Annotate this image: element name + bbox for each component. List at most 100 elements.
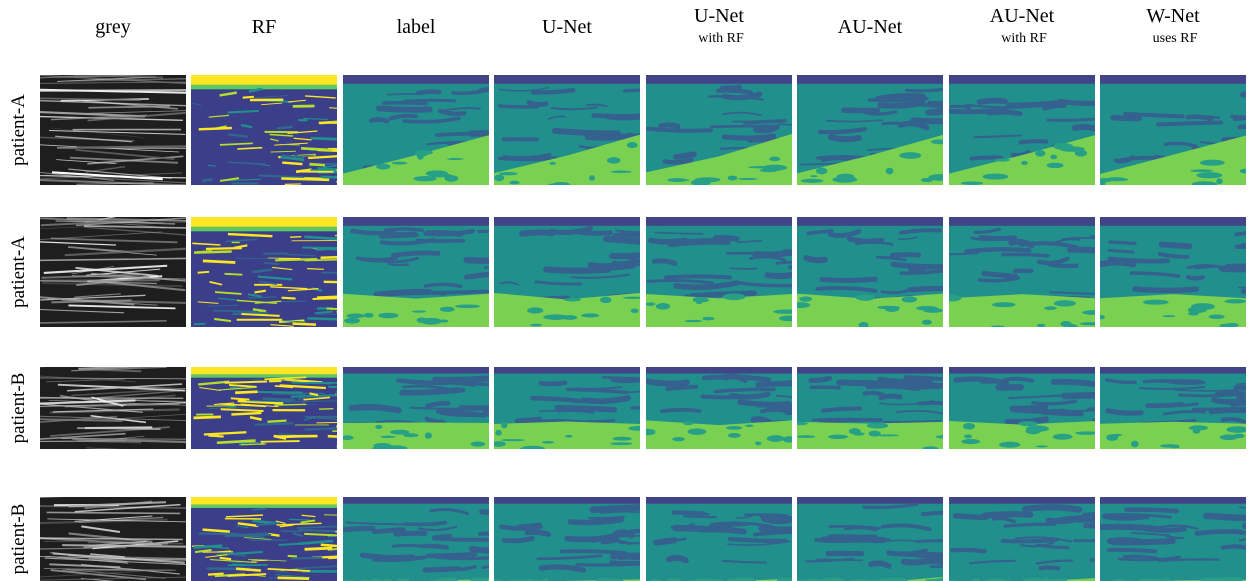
- seg-blob: [565, 435, 572, 438]
- seg-streak: [984, 274, 1015, 277]
- column-title: AU-Net: [838, 16, 903, 38]
- rf-streak: [202, 179, 212, 180]
- seg-blob: [684, 320, 702, 322]
- seg-streak: [722, 87, 739, 88]
- rf-streak: [293, 324, 316, 325]
- seg-blob: [520, 446, 545, 453]
- rf-streak: [282, 163, 302, 165]
- seg-streak: [428, 554, 475, 556]
- seg-streak: [676, 154, 694, 157]
- seg-streak: [868, 386, 918, 389]
- seg-streak: [684, 516, 716, 517]
- seg-streak: [666, 276, 730, 277]
- seg-top: [343, 367, 489, 374]
- rf-streak: [197, 251, 212, 253]
- seg-streak: [616, 533, 632, 536]
- row-label: patient-A: [8, 94, 29, 166]
- seg-blob: [885, 307, 899, 312]
- image-cell: [1098, 217, 1250, 328]
- rf-streak: [277, 127, 293, 129]
- seg-blob: [501, 422, 507, 429]
- seg-streak: [846, 527, 876, 529]
- seg-blob: [1226, 323, 1238, 328]
- seg-streak: [1228, 266, 1250, 267]
- column-title: grey: [95, 16, 131, 38]
- rf-streak: [301, 148, 332, 150]
- rf-streak: [193, 417, 221, 418]
- seg-streak: [1223, 546, 1249, 548]
- seg-streak: [466, 274, 489, 277]
- seg-blob: [810, 175, 818, 177]
- rf-streak: [207, 406, 235, 407]
- seg-blob: [928, 174, 951, 181]
- seg-blob: [607, 157, 620, 164]
- seg-blob: [923, 308, 943, 313]
- seg-blob: [412, 310, 427, 312]
- seg-top: [494, 75, 640, 84]
- seg-blob: [799, 296, 812, 301]
- seg-streak: [820, 420, 881, 422]
- seg-streak: [529, 102, 546, 104]
- seg-streak: [1240, 125, 1250, 128]
- rf-streak: [307, 269, 324, 270]
- rf-streak: [231, 398, 250, 399]
- seg-streak: [972, 157, 1002, 158]
- seg-blob: [527, 307, 543, 313]
- seg-streak: [430, 291, 489, 292]
- seg-blob: [1036, 445, 1048, 447]
- seg-blob: [509, 181, 519, 185]
- seg-streak: [761, 516, 793, 518]
- rf-top2: [191, 227, 337, 231]
- seg-blob: [380, 436, 395, 438]
- seg-streak: [379, 108, 430, 109]
- rf-streak: [317, 296, 339, 297]
- seg-blob: [1188, 312, 1199, 316]
- seg-streak: [1244, 289, 1250, 291]
- seg-blob: [1018, 421, 1037, 426]
- rf-streak: [199, 128, 232, 129]
- seg-blob: [623, 297, 643, 299]
- seg-blob: [439, 320, 449, 323]
- seg-streak: [665, 160, 692, 162]
- seg-top: [1100, 367, 1246, 374]
- rf-streak: [302, 247, 337, 248]
- rf-top: [191, 367, 337, 374]
- seg-streak: [892, 255, 918, 256]
- seg-streak: [661, 125, 678, 127]
- seg-streak: [434, 538, 490, 539]
- rf-streak: [319, 409, 333, 410]
- seg-top: [494, 217, 640, 226]
- seg-streak: [1135, 289, 1197, 290]
- seg-top: [949, 217, 1095, 226]
- seg-blob: [611, 170, 632, 172]
- seg-blob: [1098, 315, 1104, 319]
- seg-top: [949, 367, 1095, 374]
- seg-blob: [755, 441, 761, 445]
- image-cell: [191, 75, 369, 185]
- rf-streak: [194, 324, 206, 325]
- seg-blob: [417, 154, 423, 160]
- seg-blob: [444, 175, 458, 182]
- rf-streak: [194, 546, 223, 548]
- seg-blob: [738, 178, 757, 180]
- rf-streak: [220, 558, 231, 559]
- seg-streak: [1025, 507, 1079, 509]
- seg-streak: [363, 555, 413, 557]
- seg-blob: [549, 316, 562, 320]
- seg-streak: [606, 239, 642, 242]
- seg-blob: [691, 179, 711, 185]
- rf-streak: [198, 272, 209, 273]
- seg-blob: [801, 179, 823, 183]
- seg-blob: [1197, 172, 1223, 178]
- image-cell: [792, 217, 966, 329]
- seg-blob: [364, 313, 374, 318]
- seg-streak: [1060, 101, 1101, 103]
- seg-streak: [1240, 398, 1250, 400]
- rf-streak: [278, 578, 310, 579]
- seg-top: [797, 497, 943, 504]
- seg-streak: [562, 551, 625, 553]
- seg-streak: [555, 131, 618, 134]
- rf-streak: [271, 151, 296, 152]
- seg-blob: [983, 174, 1009, 180]
- seg-streak: [1048, 119, 1099, 121]
